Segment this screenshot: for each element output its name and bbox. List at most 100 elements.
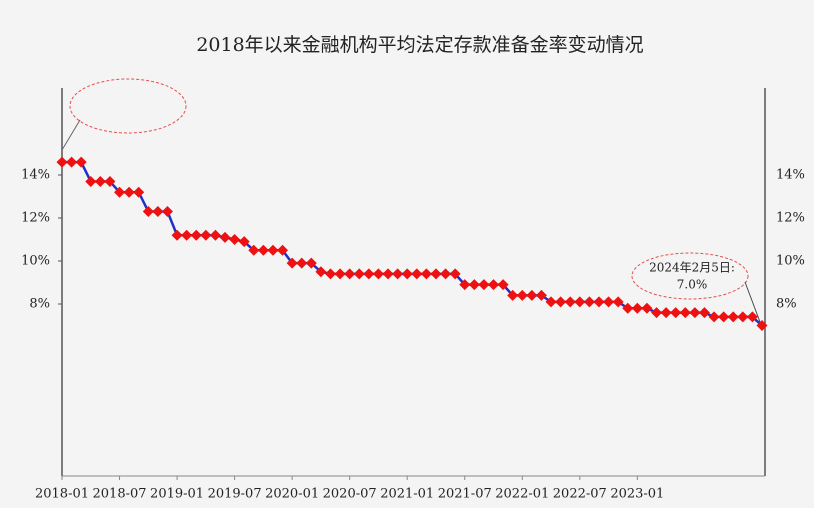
data-point (104, 175, 116, 187)
x-tick-label: 2018-07 (93, 487, 147, 502)
y-tick-label: 8% (29, 297, 50, 312)
data-point (468, 279, 480, 291)
data-point (593, 296, 605, 308)
data-point (737, 311, 749, 323)
data-point (171, 229, 183, 241)
data-point (315, 266, 327, 278)
data-point (746, 311, 758, 323)
data-point (123, 186, 135, 198)
y2-tick-label: 12% (776, 211, 805, 226)
data-point (679, 307, 691, 319)
data-point (382, 268, 394, 280)
data-point (161, 206, 173, 218)
data-point (420, 268, 432, 280)
data-point (564, 296, 576, 308)
x-tick-label: 2021-01 (380, 487, 434, 502)
data-point (152, 206, 164, 218)
chart-title: 2018年以来金融机构平均法定存款准备金率变动情况 (196, 34, 643, 56)
data-point (94, 175, 106, 187)
data-point (334, 268, 346, 280)
data-point (229, 234, 241, 245)
x-tick-label: 2018-01 (35, 487, 89, 502)
data-point (670, 307, 682, 319)
x-tick-label: 2022-07 (553, 487, 607, 502)
x-tick-label: 2021-07 (438, 487, 492, 502)
data-point (603, 296, 615, 308)
data-point (641, 302, 653, 314)
data-point (114, 186, 126, 198)
y2-tick-label: 14% (776, 168, 805, 183)
data-point (353, 268, 365, 280)
data-point (507, 289, 519, 301)
data-point (372, 268, 384, 280)
x-tick-label: 2020-01 (265, 487, 319, 502)
series-line (62, 160, 763, 327)
data-point (200, 229, 212, 241)
data-point (631, 302, 643, 314)
data-point (219, 231, 231, 243)
data-point (516, 289, 528, 301)
data-point (248, 244, 260, 256)
x-tick-label: 2019-07 (208, 487, 262, 502)
data-point (718, 311, 730, 323)
y-tick-label: 14% (21, 168, 50, 183)
x-tick-label: 2023-01 (610, 487, 664, 502)
annotation-ellipse (631, 252, 749, 300)
annotation-text: 2024年2月5日: (649, 261, 735, 275)
data-point (651, 307, 663, 319)
data-point (430, 268, 442, 280)
x-tick-label: 2020-07 (323, 487, 377, 502)
data-point (756, 320, 768, 331)
data-point (142, 206, 154, 218)
data-point (267, 244, 279, 256)
data-point (440, 268, 452, 280)
data-point (689, 307, 701, 319)
y-tick-label: 12% (21, 211, 50, 226)
data-point (209, 229, 221, 241)
data-point (344, 268, 356, 280)
data-point (698, 307, 710, 319)
blur-ellipse (69, 78, 187, 134)
data-point (363, 268, 375, 280)
x-tick-label: 2019-01 (150, 487, 204, 502)
data-point (257, 244, 269, 256)
data-point (181, 229, 193, 241)
data-point (612, 296, 624, 308)
data-point (497, 279, 509, 291)
data-point (478, 279, 490, 291)
data-point (296, 257, 308, 269)
data-point (401, 268, 413, 280)
data-point (238, 236, 250, 248)
data-point (660, 307, 672, 319)
y-tick-label: 10% (21, 254, 50, 269)
data-point (545, 296, 557, 308)
data-point (305, 257, 317, 269)
data-point (449, 268, 461, 280)
data-point (324, 268, 336, 280)
data-point (392, 268, 404, 280)
x-tick-label: 2022-01 (495, 487, 549, 502)
data-point (411, 268, 423, 280)
data-point (574, 296, 586, 308)
data-point (459, 279, 471, 291)
data-point (526, 289, 538, 301)
data-point (535, 289, 547, 301)
y2-tick-label: 8% (776, 297, 797, 312)
data-point (66, 156, 78, 168)
data-point (190, 229, 202, 241)
data-point (277, 244, 289, 256)
data-point (622, 302, 634, 314)
data-point (75, 156, 87, 168)
data-point (85, 175, 97, 187)
annotation-text: 7.0% (677, 278, 708, 292)
data-point (708, 311, 720, 323)
data-point (727, 311, 739, 323)
annotation-line (744, 281, 761, 323)
y2-tick-label: 10% (776, 254, 805, 269)
data-point (488, 279, 500, 291)
data-point (133, 186, 145, 198)
data-point (583, 296, 595, 308)
leader-line (61, 119, 81, 151)
